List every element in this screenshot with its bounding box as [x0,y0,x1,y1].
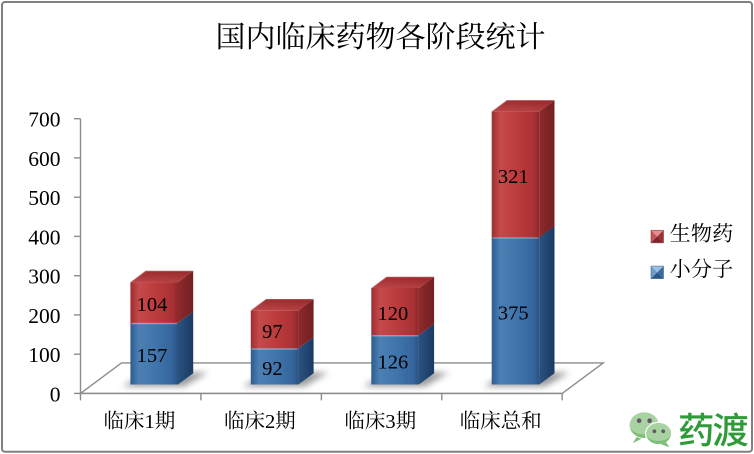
svg-text:126: 126 [378,351,409,373]
svg-text:120: 120 [378,303,409,325]
svg-text:92: 92 [262,358,283,380]
svg-text:97: 97 [262,321,283,343]
svg-text:300: 300 [28,265,60,289]
svg-text:104: 104 [137,294,168,316]
svg-text:157: 157 [137,345,168,367]
svg-text:321: 321 [498,166,529,188]
svg-text:1: 1 [145,411,155,433]
svg-text:375: 375 [498,302,529,324]
svg-text:500: 500 [28,186,60,210]
svg-text:100: 100 [28,343,60,367]
svg-text:3: 3 [385,411,395,433]
svg-text:400: 400 [28,225,60,249]
svg-text:600: 600 [28,147,60,171]
svg-text:700: 700 [28,108,60,132]
svg-text:2: 2 [265,411,275,433]
svg-text:0: 0 [50,382,61,406]
svg-text:200: 200 [28,304,60,328]
